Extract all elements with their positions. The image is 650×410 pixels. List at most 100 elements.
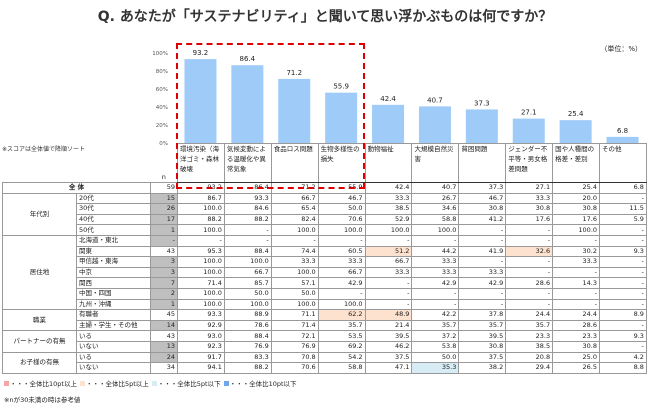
value-cell: - [505, 234, 554, 247]
value-cell: 58.8 [411, 213, 460, 226]
legend-item: ・・・全体比10pt以上 [10, 380, 77, 388]
question-title: Q. あなたが「サステナビリティ」と聞いて思い浮かぶものは何ですか？ [97, 9, 553, 25]
value-cell: 42.4 [364, 182, 413, 194]
value-cell: 37.2 [411, 330, 460, 342]
y-tick-label: 0% [159, 141, 168, 145]
row-group-label: 年代別 [2, 192, 77, 236]
category-header: 国や人種間の格差・差別 [552, 143, 601, 183]
table-row: 関西 7 71.4 85.7 57.1 42.9-42.9 42.9 28.6 14.3- [3, 277, 647, 289]
bar-value-label: 6.8 [617, 127, 628, 135]
value-cell: 30.2 [552, 245, 601, 258]
value-cell: 32.6 [505, 245, 554, 258]
value-cell: 33.3 [505, 192, 554, 205]
value-cell: 28.6 [505, 277, 554, 289]
legend-swatch [79, 381, 85, 386]
n-header: n [161, 173, 166, 181]
value-cell: 26.5 [552, 362, 601, 374]
value-cell: 88.9 [223, 309, 272, 321]
row-group-label: お子様の有無 [2, 351, 77, 374]
row-label: いない [76, 340, 151, 353]
n-cell: - [150, 234, 178, 247]
n-cell: 7 [150, 277, 178, 289]
value-cell: 66.7 [223, 266, 272, 279]
table-row: 中国・四国 2 100.0 50.0 50.0- - - - - - - [3, 287, 647, 300]
value-cell: 46.2 [364, 340, 413, 353]
value-cell: 66.7 [270, 192, 319, 205]
n-cell: 17 [150, 213, 178, 226]
legend-item: ・・・全体比5pt以下 [157, 380, 221, 388]
row-label: 関西 [76, 277, 151, 289]
value-cell: 38.5 [505, 340, 554, 353]
value-cell: - [364, 298, 413, 311]
row-label: 50代 [76, 224, 151, 236]
value-cell: 83.3 [223, 351, 272, 364]
value-cell: - [223, 234, 272, 247]
value-cell: 71.4 [270, 319, 319, 332]
value-cell: 50.0 [411, 351, 460, 364]
n-cell: 34 [150, 362, 178, 374]
value-cell: 14.3 [552, 277, 601, 289]
bar-value-label: 93.2 [193, 49, 209, 57]
value-cell: 17.6 [505, 213, 554, 226]
value-cell: 11.5 [599, 203, 647, 215]
value-cell: 62.2 [317, 309, 366, 321]
value-cell: 100.0 [270, 224, 319, 236]
value-cell: 94.1 [177, 362, 225, 374]
value-cell: 71.4 [177, 277, 225, 289]
bar-value-label: 55.9 [333, 83, 349, 91]
value-cell: 100.0 [317, 298, 366, 311]
value-cell: 93.3 [223, 192, 272, 205]
table-row: 年代別 20代 15 86.7 93.3 66.7 46.7 33.3 26.7 46.7 33.3… [2, 192, 647, 236]
value-cell: 30.8 [458, 203, 507, 215]
value-cell: 71.2 [270, 182, 319, 194]
row-label: 主婦・学生・その他 [76, 319, 151, 332]
value-cell: 30.8 [505, 203, 554, 215]
value-cell: 60.5 [317, 245, 366, 258]
value-cell: 9.3 [599, 330, 647, 342]
y-tick-label: 80% [156, 69, 168, 75]
value-cell: - [599, 266, 647, 279]
value-cell: 24.4 [505, 309, 554, 321]
value-cell: 46.7 [458, 192, 507, 205]
value-cell: 88.2 [177, 213, 225, 226]
value-cell: - [552, 287, 601, 300]
table-row: 全 体 59 93.2 86.4 71.2 55.9 42.4 40.7 37.3 27.1 25.… [2, 182, 647, 194]
value-cell: - [552, 234, 601, 247]
n-cell: 26 [150, 203, 178, 215]
legend-swatch [151, 381, 157, 386]
table-row: 中京 3 100.0 66.7 100.0 66.7 33.3 33.3 33.3- - - [3, 266, 647, 279]
value-cell: 29.4 [505, 362, 554, 374]
value-cell: 5.9 [599, 213, 647, 226]
row-label: 九州・沖縄 [76, 298, 151, 311]
table-row: 居住地 北海道・東北 - - - - - - - - - - - [2, 234, 647, 311]
value-cell: 33.3 [411, 256, 460, 268]
value-cell: 100.0 [270, 266, 319, 279]
n-cell: 14 [150, 319, 178, 332]
row-label: 20代 [76, 192, 151, 205]
value-cell: 100.0 [177, 266, 225, 279]
value-cell: 100.0 [317, 224, 366, 236]
row-label: 有職者 [76, 309, 151, 321]
bar-value-label: 86.4 [240, 55, 256, 63]
value-cell: 4.2 [599, 351, 647, 364]
value-cell: - [599, 256, 647, 268]
bar-value-label: 25.4 [568, 110, 584, 118]
value-cell: 35.3 [411, 362, 460, 374]
sort-note: ※スコアは全体値で降順ソート [2, 146, 86, 153]
value-cell: 35.7 [505, 319, 554, 332]
value-cell: 100.0 [177, 203, 225, 215]
value-cell: 8.8 [599, 362, 647, 374]
value-cell: 100.0 [177, 287, 225, 300]
value-cell: 70.6 [270, 362, 319, 374]
value-cell: 23.3 [505, 330, 554, 342]
value-cell: - [599, 192, 647, 205]
value-cell: - [411, 287, 460, 300]
value-cell: 93.2 [177, 182, 225, 194]
n-cell: 13 [150, 340, 178, 353]
value-cell: 74.4 [270, 245, 319, 258]
value-cell: 33.3 [411, 266, 460, 279]
bar [184, 59, 217, 144]
table-row: いない 34 94.1 88.2 70.6 58.8 47.1 35.3 38.2 29.4 26.… [3, 362, 647, 374]
value-cell: 93.3 [177, 309, 225, 321]
category-header: 環境汚染（海洋ゴミ・森林破壊 [177, 143, 225, 183]
